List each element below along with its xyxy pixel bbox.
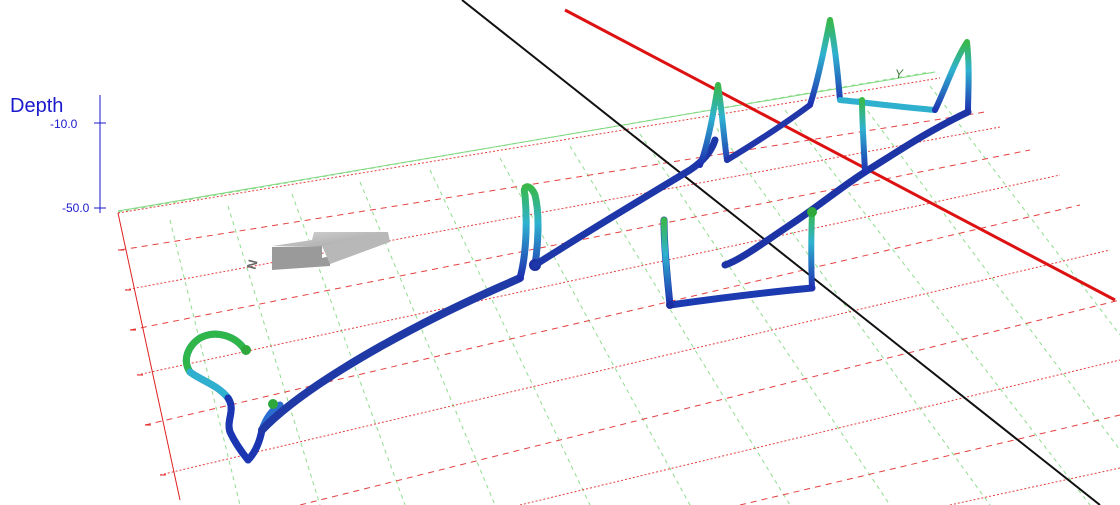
grid-floor	[117, 71, 1120, 505]
track-segment-upper-run-2	[837, 97, 938, 113]
depth-axis-title: Depth	[10, 95, 63, 117]
track-segment-return-run	[721, 108, 972, 269]
track-segment-vertical-2	[808, 209, 815, 291]
north-arrow-side	[272, 246, 330, 270]
north-arrow-head	[322, 232, 390, 264]
reference-line-red	[564, 8, 1116, 302]
depth-axis-tick-label-1: -10.0	[50, 117, 78, 131]
track-marker-4	[807, 207, 817, 217]
track-segment-peak-2	[697, 82, 730, 168]
grid-edge-red	[117, 212, 181, 501]
reference-line-black	[461, 0, 1101, 505]
dive-track	[182, 17, 972, 464]
grid-edge-red-ticks	[118, 249, 166, 476]
y-axis-label: Y	[895, 67, 904, 81]
track-segment-vertical-1	[859, 97, 868, 175]
north-label: N	[244, 258, 261, 271]
track-marker-2	[268, 399, 278, 409]
track-segment-start-mid	[186, 368, 232, 402]
track-marker-5	[666, 301, 674, 309]
track-segment-peak-4	[932, 39, 972, 115]
north-arrow-top	[272, 232, 388, 250]
track-segment-peak-3	[807, 17, 843, 108]
depth-axis: Depth -10.0 -50.0	[10, 95, 106, 215]
track-marker-start	[241, 345, 251, 355]
track-segment-start-shallow	[182, 330, 249, 376]
grid-lines-green	[117, 71, 1120, 505]
track-segment-box-left	[661, 217, 673, 308]
track-segment-upper-run-1	[724, 102, 813, 163]
grid-lines-red	[117, 77, 1120, 505]
track-segment-long-run	[258, 274, 524, 434]
track-segment-mid-run	[531, 136, 719, 269]
depth-axis-tick-label-2: -50.0	[62, 201, 90, 215]
track-segment-start-deep	[224, 394, 266, 464]
track-segment-peak-1	[516, 183, 542, 282]
north-arrow: N	[244, 232, 390, 271]
grid-edge-green	[117, 71, 936, 212]
